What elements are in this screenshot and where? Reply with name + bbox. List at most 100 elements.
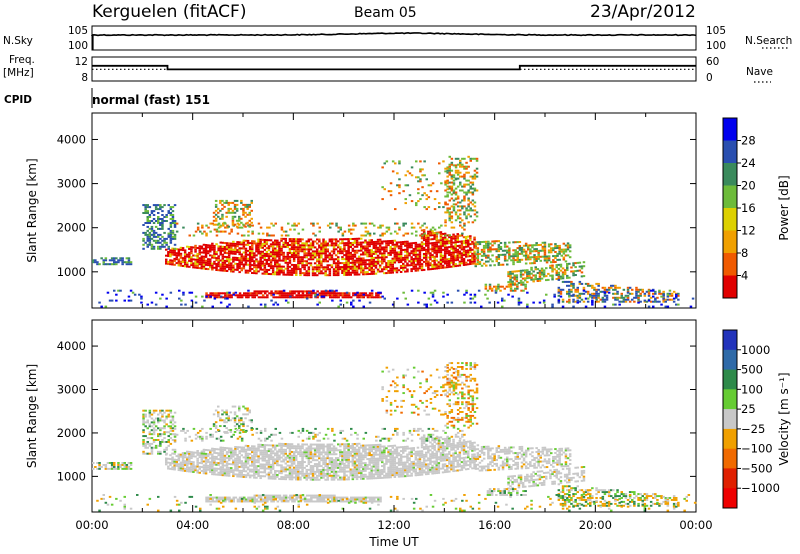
power-cell-1849 (469, 251, 472, 254)
power-cell-2649 (425, 194, 428, 197)
power-cell-535 (265, 272, 269, 275)
power-cell-1590 (429, 248, 432, 251)
power-cell-3637 (316, 293, 319, 296)
velocity-cell-1030 (337, 463, 340, 465)
power-cell-2751 (452, 189, 456, 192)
power-cell-2049 (329, 296, 332, 299)
power-cell-3301 (566, 265, 569, 267)
power-cell-810 (305, 248, 308, 251)
power-cell-247 (215, 257, 218, 260)
power-cell-3246 (538, 269, 542, 272)
power-cell-834 (309, 252, 313, 255)
velocity-cell-801 (303, 461, 306, 464)
velocity-cell-909 (320, 476, 323, 479)
power-cell-3400 (591, 294, 594, 297)
power-cell-263 (219, 265, 222, 268)
power-cell-1108 (351, 249, 355, 252)
velocity-cell-926 (322, 469, 325, 471)
velocity-cell-405 (242, 474, 246, 476)
power-cell-3803 (495, 285, 498, 288)
power-cell-1040 (343, 264, 346, 266)
power-cell-488 (257, 244, 260, 247)
power-cell-3682 (431, 293, 435, 296)
power-cell-3614 (228, 291, 231, 294)
power-cell-3253 (542, 273, 546, 276)
power-cell-1195 (364, 245, 367, 248)
power-cell-1646 (437, 265, 441, 268)
power-cell-3518 (649, 300, 653, 303)
power-cell-1563 (425, 236, 428, 239)
power-cell-1588 (429, 254, 432, 257)
power-cell-545 (265, 243, 269, 246)
power-cell-346 (232, 240, 235, 243)
power-cell-2995 (506, 245, 509, 248)
power-cell-1156 (360, 271, 363, 274)
power-cell-2820 (465, 217, 468, 220)
power-cell-2795 (461, 219, 464, 222)
power-cell-2310 (205, 224, 208, 227)
power-cell-336 (232, 266, 235, 269)
power-cell-2358 (266, 226, 269, 229)
power-cell-1577 (427, 240, 430, 243)
velocity-cell-1069 (343, 464, 346, 467)
power-cell-2483 (459, 224, 462, 227)
power-cell-2118 (142, 243, 145, 246)
power-cell-635 (280, 269, 283, 272)
power-cell-3139 (556, 252, 559, 255)
power-cell-1964 (276, 296, 280, 299)
power-cell-900 (320, 256, 323, 259)
power-cell-1242 (372, 272, 376, 275)
power-cell-3558 (104, 305, 108, 308)
power-cell-490 (257, 240, 260, 243)
power-cell-66 (171, 251, 174, 254)
power-cell-111 (183, 251, 187, 254)
power-cell-2500 (214, 199, 218, 202)
velocity-cell-1027 (337, 470, 340, 473)
power-cell-3414 (595, 290, 598, 293)
power-cell-2207 (157, 208, 160, 211)
power-cell-1488 (414, 257, 418, 260)
power-cell-3299 (566, 269, 569, 271)
velocity-cell-795 (301, 445, 304, 448)
velocity-cell-927 (322, 467, 325, 469)
power-cell-2514 (221, 203, 224, 206)
power-cell-3393 (586, 292, 590, 295)
power-cell-39 (127, 263, 131, 266)
velocity-cell-749 (295, 449, 298, 452)
velocity-cell-804 (303, 451, 306, 454)
velocity-cell-449 (248, 453, 252, 455)
power-cell-612 (276, 251, 279, 254)
power-cell-1543 (422, 243, 426, 245)
power-cell-99 (181, 261, 185, 263)
power-cell-960 (330, 266, 334, 269)
power-cell-3652 (350, 301, 353, 304)
velocity-cell-11 (104, 467, 108, 470)
power-cell-2215 (159, 224, 162, 226)
velocity-cell-103 (181, 457, 185, 460)
velocity-cell-799 (303, 472, 306, 475)
velocity-cell-226 (211, 473, 214, 476)
power-cell-527 (263, 256, 267, 259)
power-cell-3509 (643, 294, 647, 297)
power-cell-863 (313, 246, 317, 249)
power-cell-3189 (513, 276, 516, 279)
power-cell-851 (311, 244, 315, 247)
power-cell-602 (276, 273, 279, 276)
power-cell-1016 (339, 252, 342, 255)
power-cell-651 (282, 257, 285, 260)
power-cell-1916 (238, 294, 242, 297)
power-cell-3819 (511, 283, 515, 286)
velocity-cell-939 (324, 474, 327, 477)
power-cell-3775 (660, 303, 663, 306)
power-cell-3808 (499, 285, 502, 288)
power-cell-2571 (244, 205, 247, 208)
velocity-cell-383 (238, 469, 241, 472)
power-cell-3523 (654, 300, 657, 303)
power-cell-3561 (110, 299, 114, 302)
velocity-cell-1037 (339, 470, 342, 473)
power-cell-3823 (516, 287, 519, 290)
velocity-cell-148 (192, 465, 195, 468)
power-cell-1268 (374, 240, 378, 243)
power-cell-577 (271, 259, 275, 262)
power-cell-1827 (464, 249, 468, 252)
